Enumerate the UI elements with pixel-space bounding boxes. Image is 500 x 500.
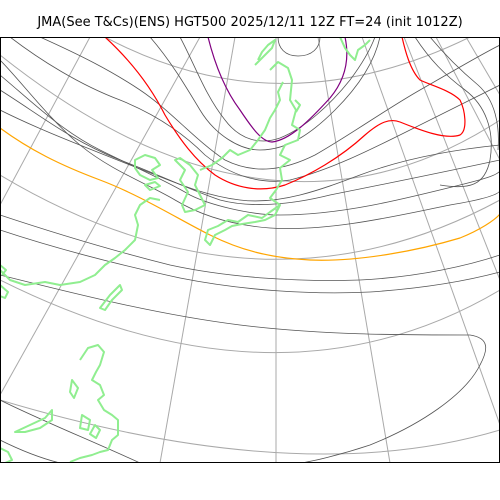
parallel-line bbox=[104, 37, 471, 84]
meridian-line bbox=[403, 37, 500, 281]
meridian-line bbox=[159, 37, 236, 463]
parallel-line bbox=[0, 174, 500, 260]
map-panel bbox=[0, 37, 500, 463]
coastlines bbox=[0, 37, 371, 463]
coastline-philippines bbox=[69, 344, 119, 463]
coastline-peninsula bbox=[174, 157, 206, 213]
contour-line-red bbox=[104, 37, 466, 190]
map-frame-border bbox=[0, 37, 500, 463]
contour-line bbox=[179, 37, 376, 142]
meridian-line bbox=[0, 37, 201, 396]
contour-line bbox=[0, 89, 500, 205]
coastline-china bbox=[134, 154, 161, 191]
coastline-islands bbox=[0, 264, 101, 463]
contour-line bbox=[277, 37, 321, 57]
contour-line bbox=[429, 37, 499, 151]
parallel-line bbox=[0, 399, 500, 455]
contour-line bbox=[0, 274, 487, 463]
contour-line bbox=[0, 229, 500, 294]
meridian-line bbox=[465, 37, 500, 96]
contour-line-orange bbox=[0, 127, 500, 261]
contour-line-purple bbox=[207, 37, 348, 143]
parallel-line bbox=[0, 279, 500, 353]
height-contours bbox=[0, 37, 500, 463]
coastline-sakhalin bbox=[339, 37, 371, 61]
meridian-line bbox=[0, 37, 91, 206]
contour-line bbox=[0, 74, 500, 216]
coastline-korea bbox=[199, 81, 301, 171]
contour-line bbox=[0, 214, 500, 281]
contour-line bbox=[0, 399, 141, 463]
contour-line bbox=[149, 37, 381, 151]
contour-line bbox=[39, 37, 500, 170]
contour-line bbox=[0, 109, 500, 202]
contour-line bbox=[0, 439, 61, 463]
contour-line bbox=[0, 59, 500, 229]
coastline-taiwan bbox=[99, 284, 123, 311]
graticule-parallels bbox=[0, 37, 500, 455]
coastline-mainland bbox=[0, 197, 161, 286]
meridian-line bbox=[317, 37, 391, 463]
geopotential-height-map bbox=[0, 37, 500, 463]
graticule-meridians bbox=[0, 37, 500, 463]
coastline-japan bbox=[204, 39, 301, 246]
map-title: JMA(See T&Cs)(ENS) HGT500 2025/12/11 12Z… bbox=[37, 15, 463, 30]
contour-line bbox=[414, 37, 492, 188]
parallel-line bbox=[0, 54, 500, 183]
contour-line bbox=[9, 37, 500, 182]
meridian-line bbox=[435, 37, 500, 161]
